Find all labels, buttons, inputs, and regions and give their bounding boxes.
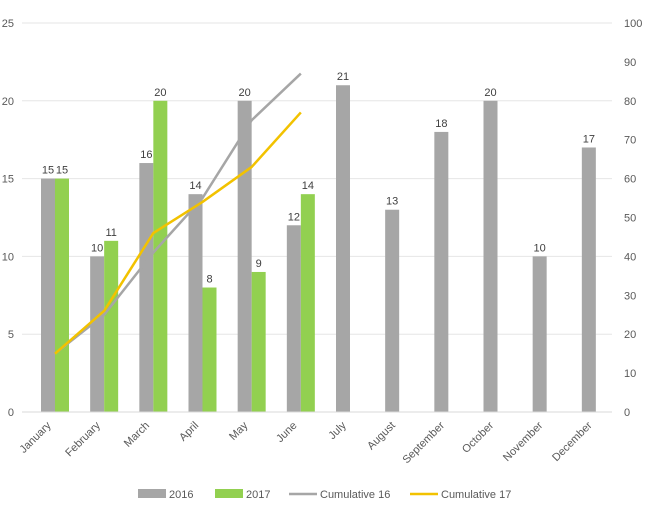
data-label: 20	[239, 87, 251, 99]
bar-2016	[434, 131, 449, 413]
bars	[41, 85, 596, 413]
bar-2017	[251, 271, 266, 412]
bar-2016	[41, 178, 55, 412]
y-left-tick-label: 0	[8, 407, 14, 419]
data-label: 15	[42, 165, 54, 177]
y-left-tick-label: 5	[8, 329, 14, 341]
bar-2016	[188, 194, 203, 412]
y-right-tick-label: 50	[624, 213, 636, 225]
data-label: 18	[435, 118, 447, 130]
y-left-tick-label: 25	[2, 18, 14, 30]
bar-2016	[532, 256, 547, 412]
y-right-tick-label: 90	[624, 57, 636, 69]
y-right-tick-label: 0	[624, 407, 630, 419]
y-right-tick-label: 30	[624, 290, 636, 302]
legend-label: 2017	[246, 489, 270, 501]
x-tick-label: May	[227, 419, 251, 443]
x-tick-label: July	[326, 419, 349, 442]
x-tick-label: April	[177, 420, 201, 444]
x-tick-label: June	[274, 420, 299, 445]
data-label: 16	[140, 149, 152, 161]
data-label: 14	[302, 180, 314, 192]
bar-2016	[385, 209, 400, 412]
line-Cumulative 16	[54, 72, 302, 355]
data-label: 8	[206, 274, 212, 286]
y-right-tick-label: 10	[624, 368, 636, 380]
y-left-tick-label: 20	[2, 96, 14, 108]
data-label: 11	[105, 227, 116, 239]
x-tick-label: November	[501, 419, 546, 464]
legend-label: 2016	[169, 489, 193, 501]
x-tick-label: August	[365, 420, 398, 453]
data-label: 20	[154, 87, 166, 99]
y-right-tick-label: 70	[624, 135, 636, 147]
y-right-tick-label: 40	[624, 251, 636, 263]
bar-2017	[300, 194, 315, 412]
bar-2017	[153, 100, 168, 413]
bar-2017	[55, 178, 69, 412]
data-label: 13	[386, 196, 398, 208]
legend-label: Cumulative 16	[320, 489, 390, 501]
data-label: 15	[56, 165, 68, 177]
y-left-tick-label: 10	[2, 251, 14, 263]
x-tick-label: October	[460, 419, 496, 455]
y-right-tick-label: 80	[624, 96, 636, 108]
bar-2016	[90, 256, 105, 412]
bar-2016	[237, 100, 252, 413]
bar-2017	[104, 240, 119, 412]
legend-swatch	[138, 489, 166, 498]
data-label: 10	[91, 242, 103, 254]
data-label: 12	[288, 211, 300, 223]
data-labels: 15 10 16 14 20 12 21 13 18 20 10 17 15 11 20 8 9 14	[42, 71, 595, 285]
x-tick-label: January	[18, 419, 55, 456]
x-tick-label: March	[122, 420, 152, 450]
x-tick-label: February	[63, 419, 103, 459]
data-label: 17	[583, 133, 595, 145]
bar-2016	[286, 225, 301, 412]
line-Cumulative 17	[54, 111, 302, 355]
bar-2016	[483, 100, 498, 413]
legend-swatch	[215, 489, 243, 498]
y-right-tick-label: 60	[624, 174, 636, 186]
legend-label: Cumulative 17	[441, 489, 511, 501]
bar-2016	[139, 163, 154, 412]
data-label: 10	[534, 242, 546, 254]
data-label: 21	[337, 71, 349, 83]
data-label: 9	[256, 258, 262, 270]
y-right-tick-label: 100	[624, 18, 642, 30]
x-tick-label: December	[550, 419, 595, 464]
y-right-tick-label: 20	[624, 329, 636, 341]
bar-2016	[581, 147, 596, 413]
data-label: 14	[189, 180, 201, 192]
bar-2016	[336, 85, 350, 413]
bar-2017	[202, 287, 217, 412]
lines	[54, 72, 302, 355]
legend: 2016 2017 Cumulative 16 Cumulative 17	[138, 489, 511, 501]
y-left-tick-label: 15	[2, 174, 14, 186]
data-label: 20	[484, 87, 496, 99]
x-tick-label: September	[401, 419, 448, 466]
